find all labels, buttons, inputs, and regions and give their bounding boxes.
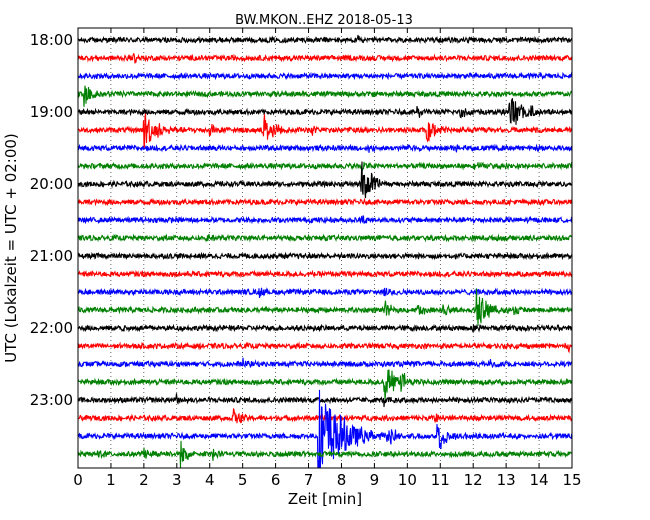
x-tick-label: 10 <box>398 471 417 489</box>
seismogram-traces <box>78 34 572 468</box>
trace-1815 <box>78 52 572 64</box>
x-tick-label: 7 <box>304 471 314 489</box>
x-tick-label: 14 <box>530 471 549 489</box>
trace-2030 <box>78 215 572 225</box>
y-axis-ticks: 18:00 19:00 20:00 21:00 22:00 23:00 <box>30 31 572 409</box>
plot-frame <box>77 27 573 469</box>
y-tick-label: 18:00 <box>30 31 73 49</box>
trace-2145 <box>78 288 572 326</box>
y-tick-label: 23:00 <box>30 391 73 409</box>
trace-2300 <box>78 393 572 408</box>
x-tick-label: 4 <box>205 471 215 489</box>
x-tick-label: 15 <box>562 471 581 489</box>
trace-2100 <box>78 251 572 261</box>
trace-1915 <box>78 113 572 149</box>
x-tick-label: 9 <box>370 471 380 489</box>
y-axis-label: UTC (Lokalzeit = UTC + 02:00) <box>2 133 20 363</box>
trace-2330 <box>78 389 572 468</box>
x-tick-label: 5 <box>238 471 248 489</box>
trace-1800 <box>78 34 572 45</box>
trace-2115 <box>78 269 572 279</box>
trace-2045 <box>78 233 572 243</box>
x-tick-label: 13 <box>497 471 516 489</box>
trace-1845 <box>78 85 572 107</box>
trace-2245 <box>78 369 572 400</box>
x-tick-label: 2 <box>139 471 149 489</box>
x-tick-label: 0 <box>73 471 83 489</box>
trace-2200 <box>78 323 572 333</box>
y-tick-label: 19:00 <box>30 103 73 121</box>
trace-1930 <box>78 143 572 153</box>
trace-2000 <box>78 161 572 199</box>
x-tick-label: 11 <box>431 471 450 489</box>
x-axis-label: Zeit [min] <box>288 490 362 508</box>
grid-lines <box>110 28 540 468</box>
x-tick-label: 8 <box>337 471 347 489</box>
y-tick-label: 20:00 <box>30 175 73 193</box>
x-tick-label: 12 <box>464 471 483 489</box>
y-tick-label: 21:00 <box>30 247 73 265</box>
trace-2015 <box>78 197 572 207</box>
x-tick-label: 3 <box>172 471 182 489</box>
trace-1900 <box>78 97 572 125</box>
x-tick-label: 1 <box>106 471 116 489</box>
trace-2230 <box>78 357 572 369</box>
chart-title: BW.MKON..EHZ 2018-05-13 <box>235 13 413 28</box>
trace-1945 <box>78 161 572 172</box>
trace-2130 <box>78 287 572 299</box>
x-tick-label: 6 <box>271 471 281 489</box>
trace-2215 <box>78 341 572 354</box>
trace-2345 <box>78 440 572 468</box>
x-axis-ticks: 0 1 2 3 4 5 6 7 8 9 10 11 12 13 14 15 <box>73 28 582 489</box>
trace-1830 <box>78 71 572 81</box>
y-tick-label: 22:00 <box>30 319 73 337</box>
